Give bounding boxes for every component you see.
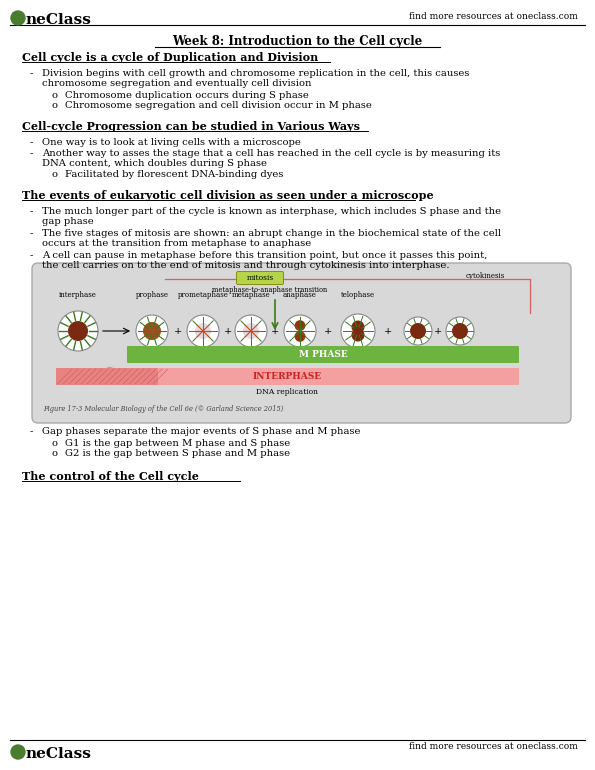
Text: prometaphase: prometaphase — [177, 291, 228, 299]
Circle shape — [352, 329, 365, 342]
Text: telophase: telophase — [341, 291, 375, 299]
Text: prophase: prophase — [136, 291, 168, 299]
Circle shape — [136, 315, 168, 347]
Text: O: O — [11, 14, 24, 28]
Text: neClass: neClass — [26, 13, 92, 27]
Text: anaphase: anaphase — [283, 291, 317, 299]
Text: Cell cycle is a cycle of Duplication and Division: Cell cycle is a cycle of Duplication and… — [22, 52, 318, 63]
Text: occurs at the transition from metaphase to anaphase: occurs at the transition from metaphase … — [42, 239, 311, 248]
Text: cytokinesis: cytokinesis — [465, 272, 505, 280]
Text: gap phase: gap phase — [42, 217, 94, 226]
FancyBboxPatch shape — [127, 346, 519, 363]
Circle shape — [284, 315, 316, 347]
Text: +: + — [324, 326, 332, 336]
Text: metaphase-to-anaphase transition: metaphase-to-anaphase transition — [212, 286, 328, 294]
Text: -: - — [30, 427, 33, 436]
Text: Chromosome segregation and cell division occur in M phase: Chromosome segregation and cell division… — [65, 101, 372, 110]
Text: INTERPHASE: INTERPHASE — [252, 372, 321, 381]
Text: Cell-cycle Progression can be studied in Various Ways: Cell-cycle Progression can be studied in… — [22, 121, 360, 132]
Text: Gap phases separate the major events of S phase and M phase: Gap phases separate the major events of … — [42, 427, 361, 436]
Text: neClass: neClass — [26, 747, 92, 761]
Text: M PHASE: M PHASE — [299, 350, 347, 359]
Circle shape — [235, 315, 267, 347]
Text: DNA replication: DNA replication — [256, 388, 318, 396]
FancyBboxPatch shape — [56, 368, 158, 385]
Text: the cell carries on to the end of mitosis and through cytokinesis into interphas: the cell carries on to the end of mitosi… — [42, 261, 449, 270]
Text: o: o — [52, 170, 58, 179]
Text: +: + — [434, 326, 442, 336]
Circle shape — [446, 317, 474, 345]
Text: The events of eukaryotic cell division as seen under a microscope: The events of eukaryotic cell division a… — [22, 190, 434, 201]
Text: mitosis: mitosis — [246, 274, 274, 282]
Text: One way is to look at living cells with a microscope: One way is to look at living cells with … — [42, 138, 301, 147]
Text: The control of the Cell cycle: The control of the Cell cycle — [22, 471, 199, 482]
Text: chromosome segregation and eventually cell division: chromosome segregation and eventually ce… — [42, 79, 312, 88]
Circle shape — [452, 323, 468, 339]
Circle shape — [195, 323, 211, 339]
Text: interphase: interphase — [59, 291, 97, 299]
Text: DNA content, which doubles during S phase: DNA content, which doubles during S phas… — [42, 159, 267, 168]
Text: Week 8: Introduction to the Cell cycle: Week 8: Introduction to the Cell cycle — [172, 35, 422, 48]
Circle shape — [341, 314, 375, 348]
Text: Another way to asses the stage that a cell has reached in the cell cycle is by m: Another way to asses the stage that a ce… — [42, 149, 500, 158]
Circle shape — [187, 315, 219, 347]
Text: -: - — [30, 138, 33, 147]
Text: +: + — [271, 326, 279, 336]
Text: The much longer part of the cycle is known as interphase, which includes S phase: The much longer part of the cycle is kno… — [42, 207, 501, 216]
Text: G2 is the gap between S phase and M phase: G2 is the gap between S phase and M phas… — [65, 449, 290, 458]
Text: Figure 17-3 Molecular Biology of the Cell 6e (© Garland Science 2015): Figure 17-3 Molecular Biology of the Cel… — [43, 405, 283, 413]
Text: find more resources at oneclass.com: find more resources at oneclass.com — [409, 12, 578, 21]
Text: +: + — [224, 326, 232, 336]
FancyBboxPatch shape — [32, 263, 571, 423]
Text: The five stages of mitosis are shown: an abrupt change in the biochemical state : The five stages of mitosis are shown: an… — [42, 229, 501, 238]
FancyBboxPatch shape — [56, 368, 519, 385]
Text: O: O — [11, 748, 24, 762]
Circle shape — [68, 321, 88, 341]
Circle shape — [410, 323, 426, 339]
Circle shape — [295, 320, 305, 331]
Circle shape — [11, 11, 25, 25]
Text: +: + — [174, 326, 182, 336]
Text: o: o — [52, 449, 58, 458]
Text: metaphase: metaphase — [231, 291, 270, 299]
Circle shape — [58, 311, 98, 351]
Text: Chromosome duplication occurs during S phase: Chromosome duplication occurs during S p… — [65, 91, 309, 100]
Circle shape — [295, 331, 305, 342]
Text: A cell can pause in metaphase before this transition point, but once it passes t: A cell can pause in metaphase before thi… — [42, 251, 487, 260]
FancyBboxPatch shape — [236, 272, 283, 284]
Text: find more resources at oneclass.com: find more resources at oneclass.com — [409, 742, 578, 751]
Circle shape — [143, 322, 161, 340]
Text: -: - — [30, 149, 33, 158]
Circle shape — [404, 317, 432, 345]
Text: G1 is the gap between M phase and S phase: G1 is the gap between M phase and S phas… — [65, 439, 290, 448]
Text: -: - — [30, 69, 33, 78]
Text: Facilitated by florescent DNA-binding dyes: Facilitated by florescent DNA-binding dy… — [65, 170, 283, 179]
Text: o: o — [52, 91, 58, 100]
Circle shape — [243, 323, 259, 339]
Circle shape — [11, 745, 25, 759]
Text: o: o — [52, 101, 58, 110]
Text: Division begins with cell growth and chromosome replication in the cell, this ca: Division begins with cell growth and chr… — [42, 69, 469, 78]
Circle shape — [352, 320, 365, 333]
Text: +: + — [384, 326, 392, 336]
Text: -: - — [30, 207, 33, 216]
Text: -: - — [30, 229, 33, 238]
Text: -: - — [30, 251, 33, 260]
Text: o: o — [52, 439, 58, 448]
